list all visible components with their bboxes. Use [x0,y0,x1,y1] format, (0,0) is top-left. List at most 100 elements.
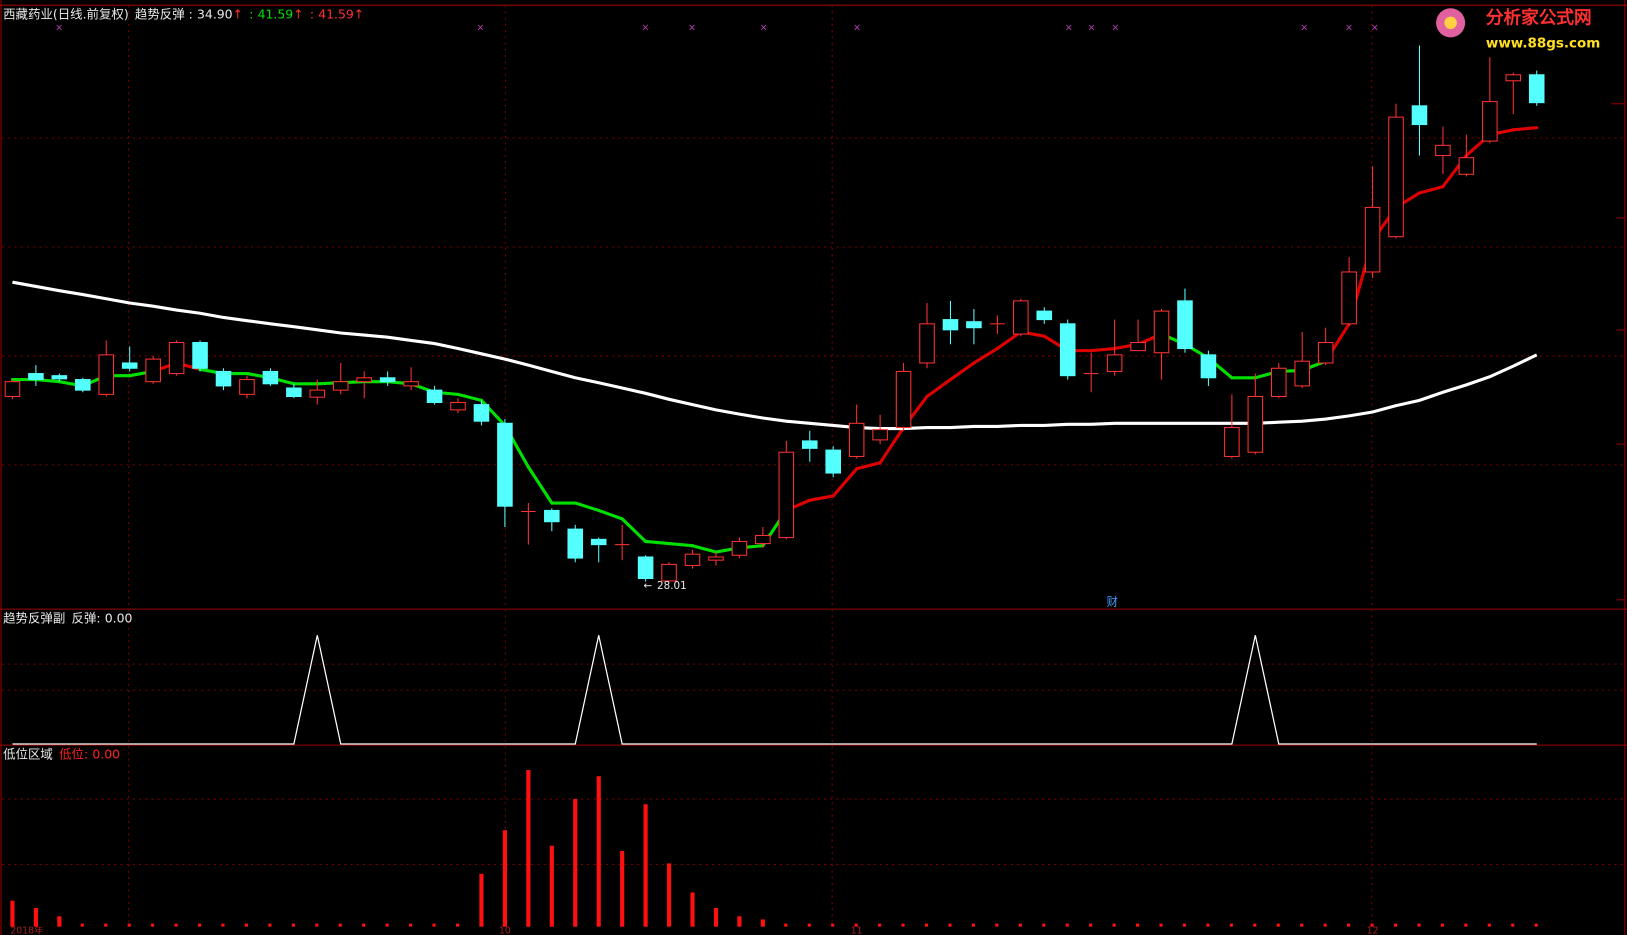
bar [1534,923,1538,927]
header-value: 41.59 [258,6,294,21]
sub-header: 趋势反弹副 反弹: 0.00 [3,610,132,625]
bar [760,919,765,927]
candle-body [1200,354,1217,379]
bar [1511,923,1515,927]
bar [1042,923,1046,927]
candle-body [778,451,795,539]
candle-body [4,381,21,398]
sub-title: 趋势反弹副 [3,610,65,625]
ma-line [12,280,1538,431]
candle-body [1247,395,1264,453]
bar [713,908,719,927]
candle-body [1458,157,1475,175]
candle-body [426,389,443,404]
trend-line [925,377,953,399]
logo-icon [1444,16,1457,30]
bar [901,923,905,927]
bar [831,923,835,927]
bar [127,923,131,927]
sub-value: 0.00 [92,746,120,761]
bar [807,923,811,927]
bar [362,923,366,927]
trend-line [620,517,648,544]
trend-line [855,461,882,471]
indicator-name: 趋势反弹 : [135,6,193,21]
signal-markers: × × × × × × × × × × × × [55,23,1379,34]
candle-body [168,341,185,375]
header-value: 41.59 [318,6,354,21]
candle-body [379,377,396,383]
candle-body [1341,271,1357,325]
candle-body [848,422,865,457]
bar [1182,923,1187,927]
candle-body [1505,74,1522,82]
svg-text:×: × [55,23,63,34]
trend-line [1417,185,1445,195]
candle-body [1435,144,1451,157]
svg-text:×: × [1371,23,1379,34]
bar [1393,923,1398,927]
candle-body [942,319,959,331]
bar [948,923,952,927]
trend-line [1511,126,1539,132]
svg-text:×: × [1345,23,1353,34]
bar [573,799,578,927]
candle-body [1059,323,1076,377]
bar [1018,923,1022,927]
candle-body [239,379,255,395]
svg-text:×: × [477,23,485,34]
bar [643,804,648,927]
sub-header: 低位区域 低位: 0.00 [3,746,120,761]
trend-line [995,330,1023,351]
bar [1089,923,1093,927]
bar [1159,923,1163,927]
candle-body [1106,354,1123,372]
candle-body [403,381,419,387]
candle-body [801,440,818,449]
separator: : [249,6,253,21]
bar [1206,923,1210,927]
candle-body [145,358,161,383]
candle-body [215,370,232,387]
candle-body [825,449,841,474]
bar [1253,923,1257,927]
candle-body [1388,116,1404,238]
candle-body [356,377,372,383]
sub-label: 低位: [59,746,88,761]
bar [1417,923,1421,927]
candle-body [121,362,138,369]
bar [315,923,319,927]
bar [1135,923,1140,927]
candle-body [192,341,208,369]
bar [1440,923,1444,927]
bar [385,923,389,927]
candle-body [731,540,748,556]
bar [596,776,601,927]
bar [971,923,975,927]
trend-line [1089,346,1117,353]
bar [878,923,882,927]
bar [197,923,202,927]
logo-name: 分析家公式网 [1486,7,1592,29]
bar [1065,923,1069,927]
candle-body [450,401,466,411]
bar [502,830,507,927]
separator: : [310,6,314,21]
svg-text:×: × [1300,23,1308,34]
trend-line [808,494,835,502]
candle-body [590,538,607,546]
sub-value: 0.00 [105,610,133,625]
bar [1229,923,1233,927]
candle-body [1177,300,1193,350]
bar [1464,923,1468,927]
x-tick-label: 10 [499,925,511,935]
trend-line [972,346,999,365]
bar [1487,923,1491,927]
candle-body [684,553,701,566]
low-arrow: ← [644,580,653,592]
bar [291,923,295,927]
sub-title: 低位区域 [3,746,53,761]
